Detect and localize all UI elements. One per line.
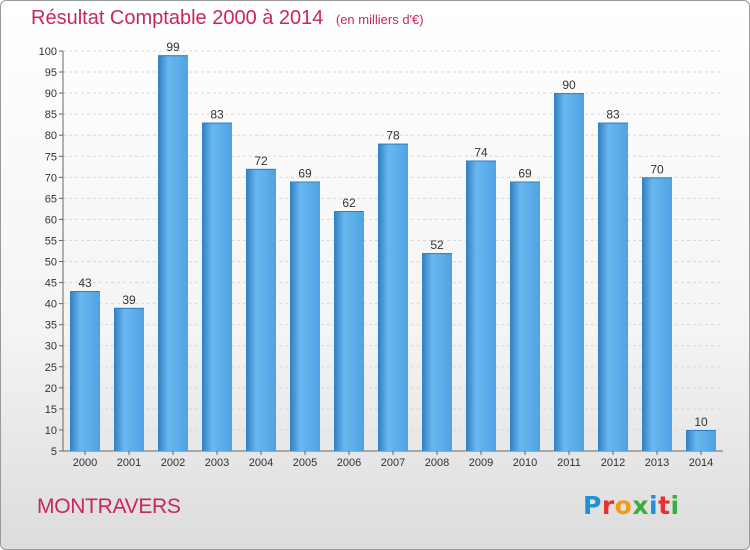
y-tick-label: 95	[45, 67, 57, 79]
data-label: 83	[210, 108, 224, 122]
bar	[510, 181, 540, 452]
bar	[378, 143, 408, 451]
bar	[158, 55, 188, 452]
bar	[202, 122, 232, 451]
bar	[686, 429, 716, 451]
data-label: 69	[298, 167, 312, 181]
x-tick-label: 2012	[601, 457, 625, 469]
bar	[246, 168, 276, 452]
chart-title: Résultat Comptable 2000 à 2014	[31, 7, 324, 29]
logo-letter: r	[601, 491, 615, 520]
bar	[466, 160, 496, 451]
bar	[290, 181, 320, 452]
bar	[334, 211, 364, 451]
logo-letter: i	[670, 491, 680, 520]
data-label: 74	[474, 145, 488, 159]
data-label: 39	[122, 293, 136, 307]
bar	[598, 122, 628, 451]
data-label: 69	[518, 167, 532, 181]
x-tick-label: 2004	[249, 457, 273, 469]
y-tick-label: 75	[45, 151, 57, 163]
y-tick-label: 50	[45, 257, 57, 269]
chart-unit: (en milliers d'€)	[335, 12, 424, 27]
x-tick-label: 2008	[425, 457, 449, 469]
y-tick-label: 85	[45, 109, 57, 121]
y-tick-label: 45	[45, 278, 57, 290]
x-tick-label: 2014	[689, 457, 713, 469]
data-label: 78	[386, 129, 400, 143]
chart-title-row: Résultat Comptable 2000 à 2014 (en milli…	[31, 7, 424, 30]
bar	[70, 291, 100, 451]
y-tick-label: 15	[45, 404, 57, 416]
x-tick-label: 2013	[645, 457, 669, 469]
x-tick-label: 2009	[469, 457, 493, 469]
y-tick-label: 40	[45, 299, 57, 311]
x-tick-label: 2001	[117, 457, 141, 469]
y-tick-label: 10	[45, 425, 57, 437]
proxiti-logo: Proxiti	[583, 491, 680, 520]
data-label: 70	[650, 162, 664, 176]
x-tick-label: 2003	[205, 457, 229, 469]
y-tick-label: 20	[45, 383, 57, 395]
y-tick-label: 80	[45, 130, 57, 142]
y-tick-label: 60	[45, 214, 57, 226]
y-tick-label: 35	[45, 320, 57, 332]
bar	[422, 253, 452, 451]
x-tick-label: 2007	[381, 457, 405, 469]
logo-letter: i	[649, 491, 659, 520]
y-tick-label: 70	[45, 172, 57, 184]
bar	[642, 177, 672, 451]
logo-letter: t	[658, 491, 671, 520]
data-label: 43	[78, 276, 92, 290]
logo-letter: x	[632, 491, 649, 520]
data-label: 72	[254, 154, 268, 168]
x-tick-label: 2005	[293, 457, 317, 469]
commune-name: MONTRAVERS	[37, 495, 181, 518]
data-label: 52	[430, 238, 444, 252]
y-tick-label: 30	[45, 341, 57, 353]
data-label: 83	[606, 108, 620, 122]
y-tick-label: 65	[45, 193, 57, 205]
x-tick-label: 2000	[73, 457, 97, 469]
data-label: 62	[342, 196, 356, 210]
data-label: 10	[694, 415, 708, 429]
x-tick-label: 2006	[337, 457, 361, 469]
bar	[554, 93, 584, 452]
bar	[114, 307, 144, 451]
x-tick-label: 2002	[161, 457, 185, 469]
x-tick-label: 2010	[513, 457, 537, 469]
data-label: 90	[562, 78, 576, 92]
y-tick-label: 100	[39, 46, 57, 58]
data-label: 99	[166, 40, 180, 54]
y-tick-label: 5	[51, 446, 57, 458]
logo-letter: o	[614, 491, 633, 520]
y-tick-label: 25	[45, 362, 57, 374]
logo-letter: P	[583, 491, 602, 520]
x-tick-label: 2011	[557, 457, 581, 469]
y-tick-label: 55	[45, 235, 57, 247]
y-tick-label: 90	[45, 88, 57, 100]
